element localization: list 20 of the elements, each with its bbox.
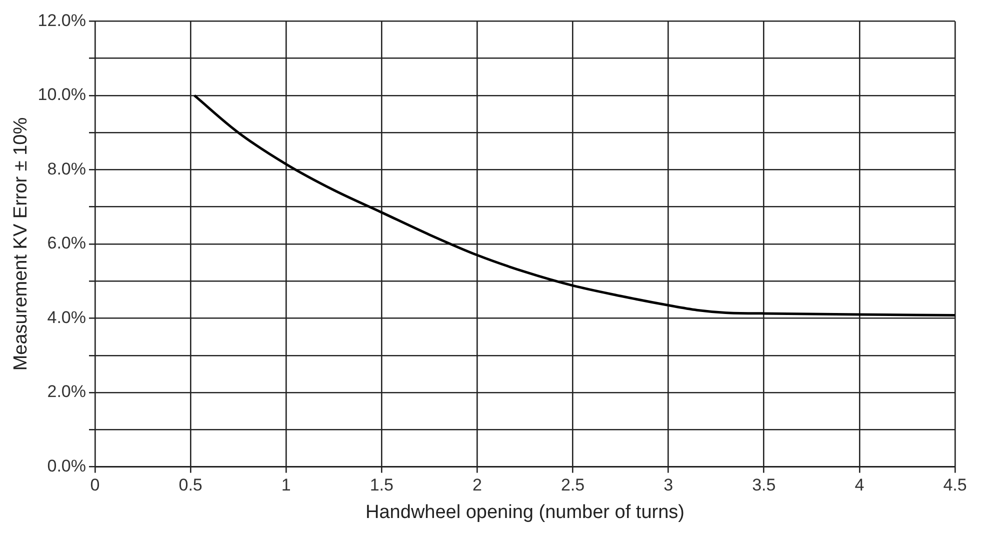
y-tick-label: 12.0% [38, 10, 86, 30]
x-axis-title: Handwheel opening (number of turns) [366, 502, 684, 523]
y-axis-title: Measurement KV Error ± 10% [10, 117, 32, 371]
line-series [193, 94, 955, 317]
y-tick-label: 10.0% [38, 85, 86, 104]
x-tick-label: 3 [664, 476, 674, 495]
x-tick-label: 0.5 [178, 476, 202, 495]
x-tick-label: 3.5 [752, 476, 776, 495]
y-tick-label: 2.0% [47, 382, 86, 402]
x-tick-label: 2 [472, 476, 482, 495]
x-tick-label: 1.5 [370, 476, 394, 495]
x-tick-label: 4 [854, 476, 864, 495]
x-tick-label: 1 [281, 476, 291, 495]
y-tick-label: 6.0% [47, 234, 86, 253]
x-tick-label: 4.5 [943, 476, 967, 495]
x-tick-label: 2.5 [560, 476, 585, 495]
y-tick-label: 8.0% [47, 159, 86, 178]
y-tick-label: 4.0% [47, 308, 86, 327]
y-tick-label: 0.0% [47, 456, 86, 476]
x-tick-label: 0 [90, 476, 100, 495]
